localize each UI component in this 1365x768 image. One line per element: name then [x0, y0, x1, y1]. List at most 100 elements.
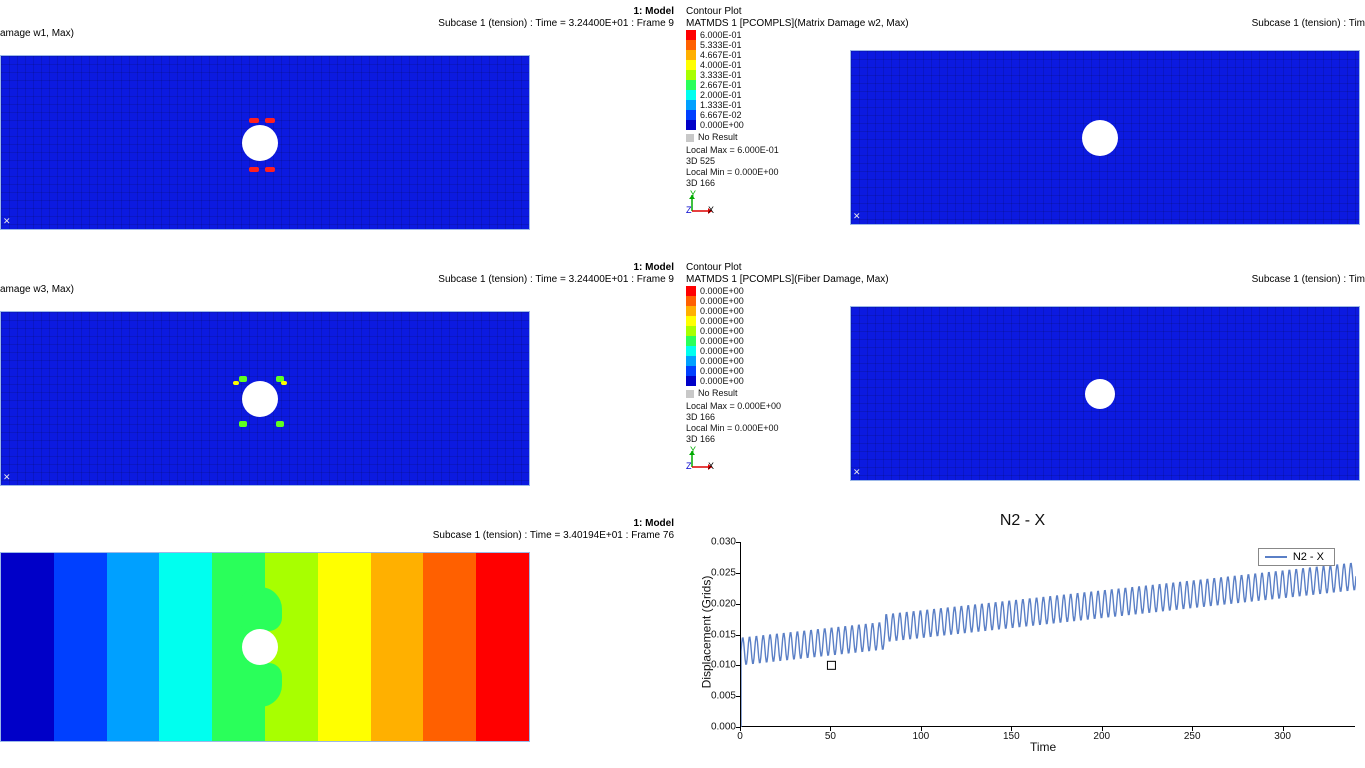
legend-no-result: No Result: [686, 388, 836, 399]
y-tick-mark: [736, 573, 740, 574]
damage-accent: [239, 421, 247, 427]
chart-svg: [741, 542, 1356, 727]
model-label: 1: Model: [0, 6, 674, 18]
viewport-displacement-contour[interactable]: 1: Model Subcase 1 (tension) : Time = 3.…: [0, 512, 680, 762]
x-tick-label: 300: [1274, 731, 1291, 742]
legend-max-id: 3D 166: [686, 412, 836, 423]
damage-accent: [239, 376, 247, 382]
model-label: 1: Model: [0, 262, 674, 274]
view-triad-icon: Y Z X: [686, 447, 722, 473]
legend-no-result: No Result: [686, 132, 836, 143]
y-tick-label: 0.030: [700, 537, 736, 548]
x-tick-mark: [740, 727, 741, 731]
y-tick-mark: [736, 604, 740, 605]
displacement-contour-plate[interactable]: [0, 552, 530, 742]
contour-band: [371, 553, 424, 741]
x-tick-mark: [921, 727, 922, 731]
legend-series-label: N2 - X: [1293, 551, 1324, 563]
contour-band: [54, 553, 107, 741]
x-tick-mark: [1102, 727, 1103, 731]
view-triad-icon: Y Z X: [686, 191, 722, 217]
y-tick-mark: [736, 635, 740, 636]
legend-local-max: Local Max = 0.000E+00: [686, 401, 836, 412]
contour-band: [423, 553, 476, 741]
x-tick-label: 50: [825, 731, 836, 742]
subcase-label: Subcase 1 (tension) : Time = 3.24400E+01…: [0, 18, 674, 30]
damage-accent: [265, 118, 275, 123]
viewport-fiber-damage[interactable]: Contour Plot MATMDS 1 [PCOMPLS](Fiber Da…: [680, 256, 1365, 506]
x-tick-label: 200: [1093, 731, 1110, 742]
damage-accent: [249, 118, 259, 123]
legend-line-swatch: [1265, 556, 1287, 558]
x-tick-label: 150: [1003, 731, 1020, 742]
y-tick-label: 0.015: [700, 629, 736, 640]
hole: [242, 629, 278, 665]
legend-color-bar: [686, 30, 696, 130]
x-tick-mark: [830, 727, 831, 731]
series-line: [741, 564, 1356, 727]
x-tick-mark: [1011, 727, 1012, 731]
viewport-matrix-damage-w1[interactable]: amage w1, Max) 1: Model Subcase 1 (tensi…: [0, 0, 680, 250]
contour-plate-w1[interactable]: ✕: [0, 55, 530, 230]
contour-plate-w3[interactable]: ✕: [0, 311, 530, 486]
legend-min-id: 3D 166: [686, 434, 836, 445]
y-tick-label: 0.025: [700, 567, 736, 578]
y-tick-mark: [736, 542, 740, 543]
legend-max-id: 3D 525: [686, 156, 836, 167]
contour-band: [318, 553, 371, 741]
x-tick-label: 0: [737, 731, 743, 742]
triad-z-label: Z: [686, 205, 692, 216]
y-tick-label: 0.020: [700, 598, 736, 609]
legend-color-bar: [686, 286, 696, 386]
hole: [242, 381, 278, 417]
contour-plot-title: Contour Plot: [686, 6, 1365, 18]
viewport-matrix-damage-w3[interactable]: amage w3, Max) 1: Model Subcase 1 (tensi…: [0, 256, 680, 506]
contour-pinch: [238, 587, 282, 631]
contour-plot-title: Contour Plot: [686, 262, 1365, 274]
legend-local-min: Local Min = 0.000E+00: [686, 167, 836, 178]
chart-title: N2 - X: [680, 512, 1365, 530]
y-tick-mark: [736, 665, 740, 666]
damage-accent: [249, 167, 259, 172]
triad-z-label: Z: [686, 461, 692, 472]
chart-plot-area[interactable]: N2 - X: [740, 542, 1355, 727]
y-tick-label: 0.005: [700, 691, 736, 702]
chart-legend[interactable]: N2 - X: [1258, 548, 1335, 566]
contour-band: [1, 553, 54, 741]
x-tick-label: 250: [1184, 731, 1201, 742]
contour-plate-fiber[interactable]: ✕: [850, 306, 1360, 481]
y-tick-label: 0.010: [700, 660, 736, 671]
contour-band: [476, 553, 529, 741]
x-axis-label: Time: [1030, 740, 1056, 754]
y-tick-label: 0.000: [700, 722, 736, 733]
subcase-label: Subcase 1 (tension) : Time = 3.40194E+01…: [0, 530, 674, 542]
x-tick-mark: [1283, 727, 1284, 731]
model-label: 1: Model: [0, 518, 674, 530]
time-marker-icon[interactable]: [827, 661, 835, 669]
legend-min-id: 3D 166: [686, 178, 836, 189]
damage-accent: [276, 421, 284, 427]
contour-plate-w2[interactable]: ✕: [850, 50, 1360, 225]
legend-local-min: Local Min = 0.000E+00: [686, 423, 836, 434]
damage-accent: [265, 167, 275, 172]
subcase-label-right: Subcase 1 (tension) : Tim: [1252, 274, 1365, 286]
contour-legend: 6.000E-015.333E-014.667E-014.000E-013.33…: [686, 30, 836, 217]
y-tick-mark: [736, 696, 740, 697]
contour-legend: 0.000E+000.000E+000.000E+000.000E+000.00…: [686, 286, 836, 473]
contour-band: [159, 553, 212, 741]
legend-values: 0.000E+000.000E+000.000E+000.000E+000.00…: [700, 286, 744, 386]
viewport-matrix-damage-w2[interactable]: Contour Plot MATMDS 1 [PCOMPLS](Matrix D…: [680, 0, 1365, 250]
result-caption-partial: amage w1, Max): [0, 28, 74, 40]
x-tick-mark: [1192, 727, 1193, 731]
result-caption-partial: amage w3, Max): [0, 284, 74, 296]
contour-band: [107, 553, 160, 741]
xy-plot-panel[interactable]: N2 - X Displacement (Grids) N2 - X Time …: [680, 512, 1365, 762]
legend-local-max: Local Max = 6.000E-01: [686, 145, 836, 156]
hole: [242, 125, 278, 161]
contour-pinch: [238, 663, 282, 707]
subcase-label: Subcase 1 (tension) : Time = 3.24400E+01…: [0, 274, 674, 286]
hole: [1082, 120, 1118, 156]
damage-accent: [281, 381, 287, 385]
hole: [1085, 379, 1115, 409]
legend-values: 6.000E-015.333E-014.667E-014.000E-013.33…: [700, 30, 744, 130]
